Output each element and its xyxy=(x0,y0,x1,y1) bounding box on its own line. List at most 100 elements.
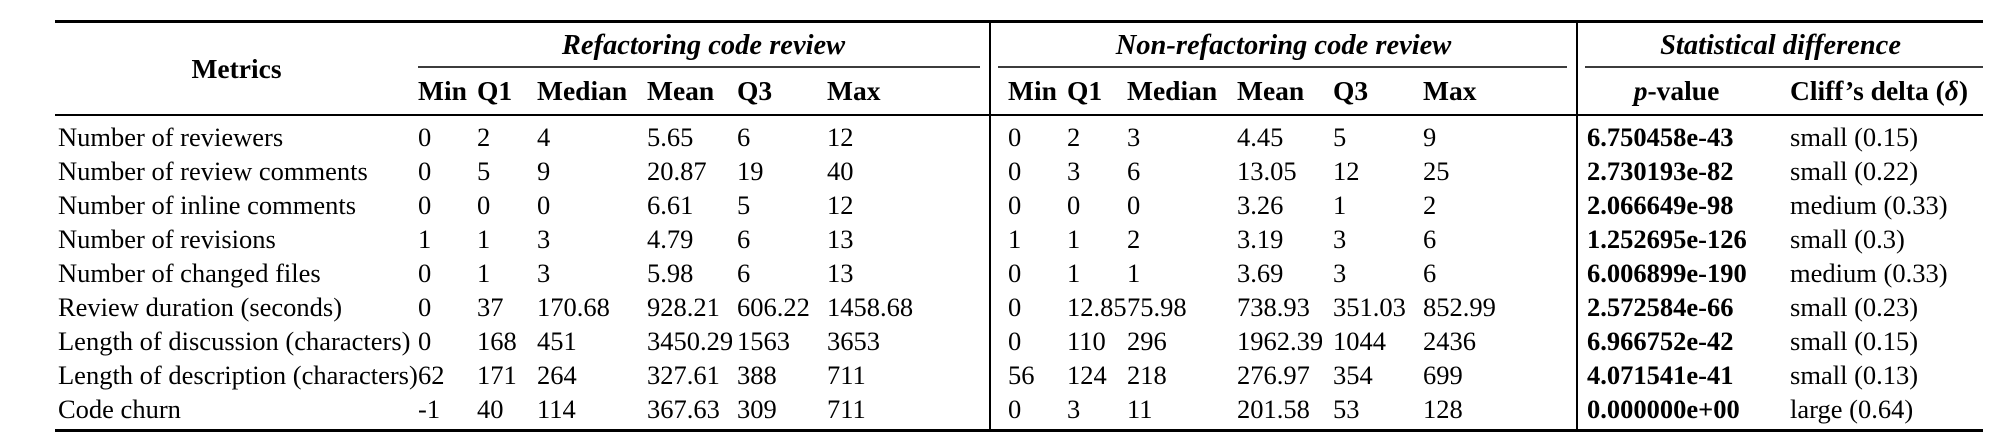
cell-ref-min: -1 xyxy=(418,393,441,424)
cell-non-mean: 13.05 xyxy=(1237,155,1297,186)
cell-non-min: 56 xyxy=(989,358,1068,392)
table-row: Number of inline comments 0 0 0 6.61 5 1… xyxy=(55,188,1983,222)
cell-metric: Number of review comments xyxy=(58,155,368,186)
cell-non-median: 11 xyxy=(1127,393,1153,424)
table-row: Number of reviewers 0 2 4 5.65 6 12 0 2 … xyxy=(55,115,1983,154)
cell-metric: Code churn xyxy=(58,393,181,424)
cell-p-value: 6.750458e-43 xyxy=(1576,115,1776,154)
cell-non-q1: 1 xyxy=(1067,223,1081,254)
cell-ref-mean: 367.63 xyxy=(647,393,720,424)
cell-ref-median: 264 xyxy=(537,359,577,390)
cell-p-value: 0.000000e+00 xyxy=(1576,392,1776,431)
cell-ref-mean: 5.98 xyxy=(647,257,694,288)
group-header-non-refactoring: Non-refactoring code review xyxy=(989,21,1578,68)
p-value-label-suffix: -value xyxy=(1647,75,1720,106)
cell-ref-q1: 40 xyxy=(477,393,504,424)
cell-non-max: 852.99 xyxy=(1423,291,1496,322)
cell-cliffs-delta: medium (0.33) xyxy=(1790,189,1948,220)
cell-ref-min: 0 xyxy=(418,189,432,220)
cell-ref-median: 170.68 xyxy=(537,291,610,322)
cell-non-max: 699 xyxy=(1423,359,1463,390)
cell-non-max: 6 xyxy=(1423,223,1437,254)
cell-non-median: 296 xyxy=(1127,325,1167,356)
cell-non-q3: 3 xyxy=(1333,257,1347,288)
cell-non-q3: 5 xyxy=(1333,121,1347,152)
cell-non-q1: 110 xyxy=(1067,325,1106,356)
cell-cliffs-delta: small (0.22) xyxy=(1790,155,1919,186)
cell-non-min: 0 xyxy=(989,256,1068,290)
cell-ref-mean: 3450.29 xyxy=(647,325,734,356)
cell-ref-max: 711 xyxy=(827,359,866,390)
cell-p-value: 1.252695e-126 xyxy=(1576,222,1776,256)
cell-non-min: 0 xyxy=(989,188,1068,222)
cell-non-mean: 738.93 xyxy=(1237,291,1310,322)
cell-ref-q1: 37 xyxy=(477,291,504,322)
cell-ref-q3: 19 xyxy=(737,155,764,186)
cell-ref-q3: 6 xyxy=(737,121,751,152)
table-row: Number of review comments 0 5 9 20.87 19… xyxy=(55,154,1983,188)
group-header-refactoring: Refactoring code review xyxy=(418,22,990,69)
cell-non-max: 9 xyxy=(1423,121,1437,152)
cell-non-q3: 12 xyxy=(1333,155,1360,186)
cell-cliffs-delta: medium (0.33) xyxy=(1790,257,1948,288)
cell-non-q3: 3 xyxy=(1333,223,1347,254)
cell-ref-median: 451 xyxy=(537,325,577,356)
cell-cliffs-delta: small (0.3) xyxy=(1790,223,1905,254)
cell-non-max: 128 xyxy=(1423,393,1463,424)
cell-non-max: 2436 xyxy=(1423,325,1477,356)
column-header-ref-q1: Q1 xyxy=(477,68,537,116)
cell-ref-min: 0 xyxy=(418,155,432,186)
cell-p-value: 6.006899e-190 xyxy=(1576,256,1776,290)
column-header-non-median: Median xyxy=(1127,68,1238,116)
column-header-non-max: Max xyxy=(1423,68,1578,116)
cell-cliffs-delta: small (0.23) xyxy=(1790,291,1919,322)
cell-ref-mean: 327.61 xyxy=(647,359,720,390)
table-row: Length of description (characters) 62 17… xyxy=(55,358,1983,392)
table-row: Length of discussion (characters) 0 168 … xyxy=(55,324,1983,358)
cell-ref-median: 0 xyxy=(537,189,551,220)
cell-non-q1: 3 xyxy=(1067,155,1081,186)
cell-ref-q1: 0 xyxy=(477,189,491,220)
cell-metric: Number of inline comments xyxy=(58,189,357,220)
cell-ref-max: 13 xyxy=(827,223,854,254)
cell-non-median: 1 xyxy=(1127,257,1141,288)
cell-ref-q3: 5 xyxy=(737,189,751,220)
cell-ref-mean: 5.65 xyxy=(647,121,694,152)
cell-non-min: 1 xyxy=(989,222,1068,256)
column-header-non-q1: Q1 xyxy=(1067,68,1128,116)
column-header-non-min: Min xyxy=(989,68,1068,116)
cell-ref-q3: 6 xyxy=(737,223,751,254)
cell-non-q1: 12.85 xyxy=(1067,291,1127,322)
cell-ref-max: 13 xyxy=(827,257,854,288)
column-header-ref-q3: Q3 xyxy=(737,68,827,116)
cell-non-min: 0 xyxy=(989,392,1068,431)
cell-ref-q1: 168 xyxy=(477,325,517,356)
column-header-ref-max: Max xyxy=(827,68,991,116)
cell-non-q1: 0 xyxy=(1067,189,1081,220)
cell-metric: Number of reviewers xyxy=(58,121,284,152)
cell-non-median: 218 xyxy=(1127,359,1167,390)
cell-non-mean: 3.19 xyxy=(1237,223,1284,254)
delta-symbol: δ xyxy=(1944,75,1959,106)
column-header-cliffs-delta: Cliff’s delta (δ) xyxy=(1775,68,1984,116)
cell-ref-q1: 1 xyxy=(477,223,491,254)
cell-ref-q1: 171 xyxy=(477,359,517,390)
cell-metric: Number of revisions xyxy=(58,223,276,254)
cell-ref-median: 9 xyxy=(537,155,551,186)
cell-non-q1: 3 xyxy=(1067,393,1081,424)
cell-non-q3: 1 xyxy=(1333,189,1347,220)
cell-non-q1: 2 xyxy=(1067,121,1081,152)
cell-cliffs-delta: small (0.15) xyxy=(1790,121,1919,152)
table-row: Review duration (seconds) 0 37 170.68 92… xyxy=(55,290,1983,324)
cell-non-q1: 124 xyxy=(1067,359,1107,390)
cell-ref-max: 40 xyxy=(827,155,854,186)
cell-non-min: 0 xyxy=(989,324,1068,358)
cell-metric: Length of description (characters) xyxy=(58,359,418,390)
cell-non-median: 3 xyxy=(1127,121,1141,152)
cell-non-max: 25 xyxy=(1423,155,1450,186)
cell-ref-mean: 20.87 xyxy=(647,155,707,186)
cell-cliffs-delta: small (0.15) xyxy=(1790,325,1919,356)
cell-non-max: 2 xyxy=(1423,189,1437,220)
cell-cliffs-delta: large (0.64) xyxy=(1790,393,1914,424)
cliffs-delta-label-close: ) xyxy=(1958,75,1969,106)
